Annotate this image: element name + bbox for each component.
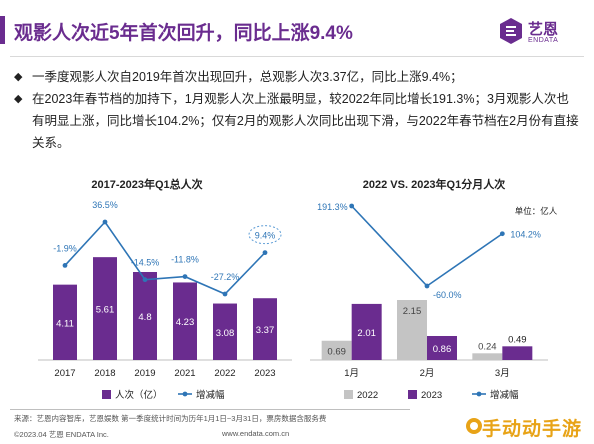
bullet-item: ◆ 一季度观影人次自2019年首次出现回升，总观影人次3.37亿，同比上涨9.4… (14, 66, 580, 88)
title-accent-bar (0, 16, 5, 44)
line-point (142, 277, 148, 283)
line-point (262, 250, 268, 256)
line-point (102, 219, 108, 225)
x-tick-label: 2021 (174, 368, 195, 379)
bar-value-label: 0.69 (327, 347, 346, 358)
bar-2022 (321, 340, 352, 360)
logo-subtitle: ENDATA (528, 37, 559, 44)
footer-divider (10, 409, 410, 410)
bar-value-label: 3.37 (256, 325, 275, 336)
line-value-label: -60.0% (433, 290, 462, 300)
line-point (499, 231, 505, 237)
bar-value-label: 4.11 (56, 318, 74, 329)
bar-value-label: 0.24 (478, 341, 497, 352)
watermark-icon (466, 418, 482, 434)
bar-admissions (93, 257, 117, 360)
legend-label: 2023 (421, 390, 442, 401)
bar-value-label: 4.8 (138, 312, 151, 323)
line-point (349, 203, 355, 209)
bar-value-label: 5.61 (96, 305, 115, 316)
line-value-label: -1.9% (53, 243, 77, 253)
legend-swatch-point (182, 391, 188, 397)
line-value-label: -14.5% (131, 258, 160, 268)
bar-value-label: 4.23 (176, 317, 195, 328)
legend-label: 增减幅 (196, 389, 225, 401)
legend-swatch-2023 (408, 390, 417, 399)
x-tick-label: 3月 (495, 368, 510, 379)
bar-admissions (173, 282, 197, 360)
line-point (424, 283, 430, 289)
line-change-rate (64, 220, 266, 295)
bar-2022 (397, 300, 427, 360)
legend-swatch-admissions (102, 390, 111, 399)
endata-logo-icon (500, 18, 522, 44)
x-tick-label: 1月 (344, 368, 359, 379)
legend-swatch-point (476, 391, 482, 397)
diamond-bullet-icon: ◆ (14, 93, 23, 105)
chart-title: 2017-2023年Q1总人次 (91, 177, 202, 191)
x-tick-label: 2019 (134, 368, 155, 379)
chart-title: 2022 VS. 2023年Q1分月人次 (363, 177, 505, 191)
endata-logo: 艺恩 ENDATA (498, 16, 588, 52)
bar-value-label: 3.08 (216, 328, 235, 339)
bar-admissions (253, 298, 277, 360)
website-text: www.endata.com.cn (222, 429, 290, 438)
bar-admissions (53, 284, 77, 360)
bullet-text: 在2023年春节档的加持下，1月观影人次上涨最明显，较2022年同比增长191.… (32, 92, 579, 150)
x-tick-label: 2022 (214, 368, 235, 379)
line-point (182, 274, 188, 279)
bar-value-label: 2.15 (403, 306, 422, 317)
line-value-label: -11.8% (171, 255, 199, 265)
bar-2022 (472, 353, 503, 360)
legend-label: 增减幅 (490, 389, 519, 401)
summary-bullets: ◆ 一季度观影人次自2019年首次出现回升，总观影人次3.37亿，同比上涨9.4… (14, 66, 580, 154)
legend-label: 2022 (357, 390, 378, 401)
bar-2023 (427, 336, 457, 360)
bar-value-label: 0.86 (433, 344, 452, 355)
source-footnote: 来源：艺恩内容智库，艺恩娱数 第一季度统计时间为历年1月1日~3月31日，票房数… (14, 414, 327, 423)
legend-label: 人次（亿） (115, 389, 163, 401)
bar-admissions (213, 303, 237, 360)
bar-value-label: 0.49 (508, 334, 527, 345)
logo-name: 艺恩 (528, 21, 559, 38)
x-tick-label: 2018 (94, 368, 115, 379)
diamond-bullet-icon: ◆ (14, 71, 23, 83)
x-tick-label: 2017 (54, 368, 75, 379)
x-tick-label: 2月 (420, 368, 435, 379)
line-point (62, 263, 68, 268)
chart-q1-total: 2017-2023年Q1总人次 4.11 2017 5.61 2018 4.8 2019 4.… (38, 177, 292, 401)
unit-label: 单位：亿人 (515, 206, 558, 216)
copyright-text: ©2023.04 艺恩 ENDATA Inc. (14, 430, 109, 439)
line-value-label: 9.4% (255, 231, 276, 241)
bar-2023 (502, 346, 533, 360)
line-change-rate (351, 205, 503, 288)
watermark: 手动动手游 (464, 408, 592, 442)
line-value-label: -27.2% (211, 272, 240, 282)
line-point (222, 291, 228, 297)
bullet-text: 一季度观影人次自2019年首次出现回升，总观影人次3.37亿，同比上涨9.4%； (32, 70, 463, 84)
bar-admissions (133, 272, 157, 360)
legend-swatch-2022 (344, 390, 353, 399)
line-value-label: 36.5% (92, 200, 118, 210)
x-tick-label: 2023 (254, 368, 275, 379)
watermark-text: 手动动手游 (482, 419, 583, 440)
bullet-item: ◆ 在2023年春节档的加持下，1月观影人次上涨最明显，较2022年同比增长19… (14, 88, 580, 154)
line-value-label: 191.3% (317, 202, 348, 212)
bar-2023 (351, 303, 382, 360)
header-divider (10, 56, 584, 57)
page-title: 观影人次近5年首次回升，同比上涨9.4% (14, 23, 353, 44)
bar-value-label: 2.01 (357, 328, 376, 339)
line-value-label: 104.2% (510, 230, 541, 240)
